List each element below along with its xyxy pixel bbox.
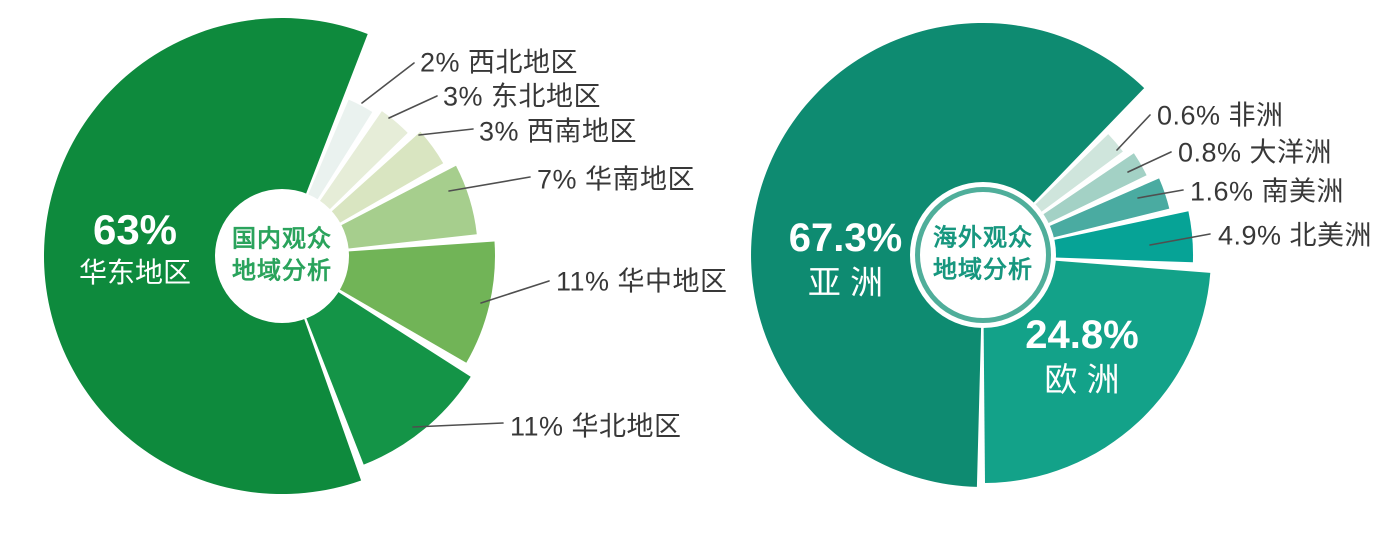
overseas-slice-europe [983, 255, 1211, 483]
domestic-leader-line-northeast [388, 95, 438, 119]
overseas-leader-line-north-america [1149, 233, 1211, 246]
domestic-callout-northeast: 3% 东北地区 [443, 81, 602, 112]
overseas-leader-line-africa [1116, 114, 1151, 151]
domestic-leader-line-south-china [448, 176, 531, 192]
overseas-center-title-line-2: 地域分析 [933, 257, 1033, 284]
domestic-inside-label-east-china: 63% 华东地区 [53, 206, 217, 288]
overseas-pie-svg [751, 22, 1211, 487]
domestic-callout-central-china: 11% 华中地区 [556, 266, 728, 297]
domestic-center-title-line-1: 国内观众 [232, 225, 332, 253]
domestic-callout-northwest: 2% 西北地区 [420, 47, 579, 78]
domestic-audience-pie-chart: 2% 西北地区 3% 东北地区 3% 西南地区 7% 华南地区 11% 华中地区 11% … [43, 18, 727, 495]
domestic-leader-line-northwest [361, 62, 415, 104]
domestic-leader-line-southwest [418, 128, 474, 136]
domestic-slice-east-china [43, 18, 368, 495]
domestic-callout-southwest: 3% 西南地区 [479, 116, 638, 147]
overseas-leader-line-oceania [1127, 151, 1172, 173]
overseas-leader-line-south-america [1137, 189, 1184, 199]
overseas-inside-name-asia: 亚 洲 [807, 263, 884, 301]
domestic-callout-south-china: 7% 华南地区 [537, 164, 696, 195]
domestic-callout-north-china: 11% 华北地区 [510, 411, 682, 442]
overseas-inside-label-asia: 67.3% 亚 洲 [773, 216, 918, 302]
overseas-callout-south-america: 1.6% 南美洲 [1190, 176, 1345, 207]
overseas-callout-north-america: 4.9% 北美洲 [1218, 220, 1373, 251]
overseas-inside-pct-europe: 24.8% [1025, 313, 1139, 357]
overseas-callout-africa: 0.6% 非洲 [1157, 100, 1284, 131]
domestic-center-hole [215, 189, 349, 323]
overseas-inside-name-europe: 欧 洲 [1044, 360, 1120, 398]
overseas-center-title-line-1: 海外观众 [933, 224, 1033, 252]
overseas-center-title: 海外观众 地域分析 [933, 223, 1033, 288]
domestic-pie-svg [43, 18, 550, 495]
domestic-leader-line-central-china [480, 280, 550, 304]
domestic-slice-north-china [282, 256, 471, 465]
domestic-inside-name-east-china: 华东地区 [78, 257, 191, 289]
overseas-callout-oceania: 0.8% 大洋洲 [1178, 137, 1333, 168]
domestic-center-title: 国内观众 地域分析 [232, 224, 332, 289]
domestic-leader-line-north-china [412, 422, 504, 428]
overseas-audience-pie-chart: 0.6% 非洲 0.8% 大洋洲 1.6% 南美洲 4.9% 北美洲 67.3% 亚 洲 2… [700, 0, 1374, 537]
overseas-inside-label-europe: 24.8% 欧 洲 [1008, 313, 1156, 399]
domestic-center-title-line-2: 地域分析 [232, 258, 332, 285]
domestic-inside-pct-east-china: 63% [92, 206, 178, 253]
overseas-center-ring [915, 187, 1051, 323]
overseas-inside-pct-asia: 67.3% [788, 216, 903, 260]
